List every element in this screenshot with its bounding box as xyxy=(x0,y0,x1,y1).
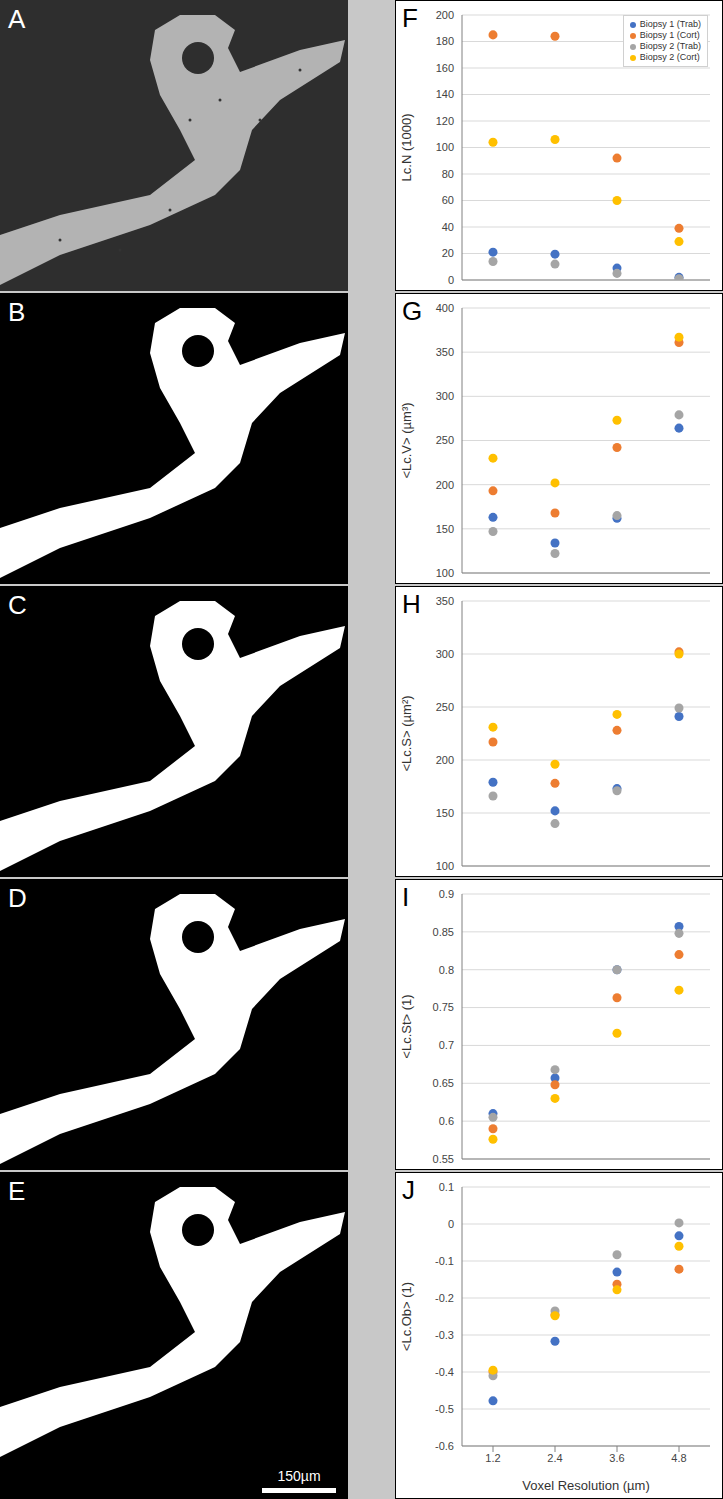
html-text:H: H xyxy=(402,589,421,619)
html-text:Biopsy 2 (Trab): Biopsy 2 (Trab) xyxy=(639,41,701,51)
svg-text:-0.2: -0.2 xyxy=(435,1292,454,1304)
svg-text:160: 160 xyxy=(436,62,454,74)
svg-text:20: 20 xyxy=(442,247,454,259)
svg-text:40: 40 xyxy=(442,221,454,233)
html-text:B: B xyxy=(8,297,26,327)
svg-text:250: 250 xyxy=(436,434,454,446)
svg-text:300: 300 xyxy=(436,648,454,660)
svg-text:150: 150 xyxy=(436,523,454,535)
svg-text:-0.5: -0.5 xyxy=(435,1403,454,1415)
svg-text:-0.6: -0.6 xyxy=(435,1440,454,1452)
svg-text:0.1: 0.1 xyxy=(439,1181,454,1193)
svg-text:100: 100 xyxy=(436,860,454,872)
svg-text:0.55: 0.55 xyxy=(433,1153,454,1165)
svg-text:60: 60 xyxy=(442,194,454,206)
svg-text:0.6: 0.6 xyxy=(439,1115,454,1127)
svg-text:200: 200 xyxy=(436,479,454,491)
svg-text:Lc.N (1000): Lc.N (1000) xyxy=(399,114,414,182)
svg-text:4.8: 4.8 xyxy=(671,1452,686,1464)
svg-text:140: 140 xyxy=(436,88,454,100)
svg-text:120: 120 xyxy=(436,115,454,127)
html-text:E: E xyxy=(8,1176,26,1206)
svg-text:<Lc.St> (1): <Lc.St> (1) xyxy=(399,994,414,1058)
svg-text:350: 350 xyxy=(436,595,454,607)
svg-text:400: 400 xyxy=(436,302,454,314)
svg-text:200: 200 xyxy=(436,9,454,21)
html-text:Biopsy 2 (Cort): Biopsy 2 (Cort) xyxy=(639,52,700,62)
svg-text:0.85: 0.85 xyxy=(433,926,454,938)
html-text:F: F xyxy=(402,3,418,33)
svg-text:0.75: 0.75 xyxy=(433,1001,454,1013)
svg-text:100: 100 xyxy=(436,567,454,579)
svg-text:1.2: 1.2 xyxy=(485,1452,500,1464)
svg-text:150: 150 xyxy=(436,807,454,819)
html-text:A: A xyxy=(8,4,26,34)
svg-text:100: 100 xyxy=(436,141,454,153)
html-text:G: G xyxy=(402,296,423,326)
svg-text:80: 80 xyxy=(442,168,454,180)
html-text:J: J xyxy=(402,1175,415,1205)
svg-text:0: 0 xyxy=(448,274,454,286)
svg-text:Voxel Resolution (µm): Voxel Resolution (µm) xyxy=(522,1478,649,1493)
svg-text:180: 180 xyxy=(436,35,454,47)
svg-text:300: 300 xyxy=(436,390,454,402)
html-text:Biopsy 1 (Cort): Biopsy 1 (Cort) xyxy=(639,30,700,40)
svg-text:200: 200 xyxy=(436,754,454,766)
html-text:150µm: 150µm xyxy=(277,1468,321,1484)
svg-text:0.7: 0.7 xyxy=(439,1039,454,1051)
svg-text:-0.4: -0.4 xyxy=(435,1366,454,1378)
svg-text:3.6: 3.6 xyxy=(609,1452,624,1464)
svg-text:<Lc.Ob> (1): <Lc.Ob> (1) xyxy=(399,1282,414,1351)
svg-text:<Lc.S> (µm²): <Lc.S> (µm²) xyxy=(399,695,414,771)
svg-text:-0.3: -0.3 xyxy=(435,1329,454,1341)
svg-text:0.8: 0.8 xyxy=(439,964,454,976)
html-text:Biopsy 1 (Trab): Biopsy 1 (Trab) xyxy=(639,19,701,29)
svg-text:2.4: 2.4 xyxy=(547,1452,562,1464)
svg-text:<Lc.V> (µm³): <Lc.V> (µm³) xyxy=(399,402,414,478)
svg-text:250: 250 xyxy=(436,701,454,713)
svg-text:0: 0 xyxy=(448,1218,454,1230)
svg-text:0.65: 0.65 xyxy=(433,1077,454,1089)
svg-text:350: 350 xyxy=(436,346,454,358)
svg-text:0.9: 0.9 xyxy=(439,888,454,900)
html-text:D: D xyxy=(8,883,27,913)
html-text:C: C xyxy=(8,590,27,620)
svg-text:-0.1: -0.1 xyxy=(435,1255,454,1267)
html-text:I: I xyxy=(402,882,410,912)
